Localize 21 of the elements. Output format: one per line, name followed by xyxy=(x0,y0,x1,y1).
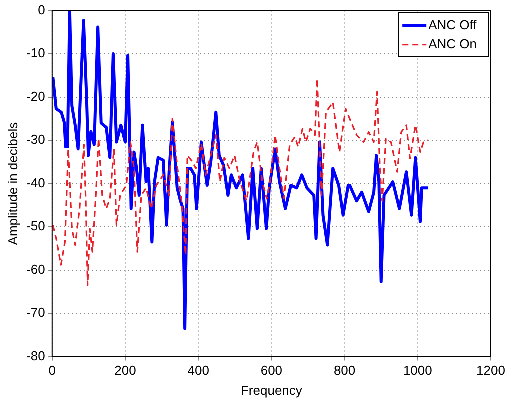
y-axis-title: Amplitude in decibels xyxy=(5,122,20,246)
y-tick-label: 0 xyxy=(38,2,46,18)
y-tick-label: -10 xyxy=(26,46,46,61)
y-tick-label: -70 xyxy=(26,305,46,320)
x-tick-label: 600 xyxy=(260,363,283,378)
legend-label: ANC On xyxy=(428,36,478,52)
x-axis-title: Frequency xyxy=(240,382,303,398)
y-tick-label: -20 xyxy=(26,88,46,104)
x-tick-label: 1200 xyxy=(476,363,506,378)
y-tick-label: -80 xyxy=(26,348,46,364)
y-tick-label: -50 xyxy=(26,218,46,234)
y-tick-label: -30 xyxy=(26,132,46,148)
y-tick-label: -60 xyxy=(26,262,46,277)
x-tick-label: 1000 xyxy=(403,363,432,378)
x-tick-label: 800 xyxy=(334,363,356,378)
x-tick-label: 0 xyxy=(48,363,56,378)
y-tick-label: -40 xyxy=(26,175,46,190)
x-tick-label: 200 xyxy=(114,363,136,378)
legend-label: ANC Off xyxy=(428,17,478,32)
line-series xyxy=(52,78,429,286)
x-tick-label: 400 xyxy=(188,363,210,378)
